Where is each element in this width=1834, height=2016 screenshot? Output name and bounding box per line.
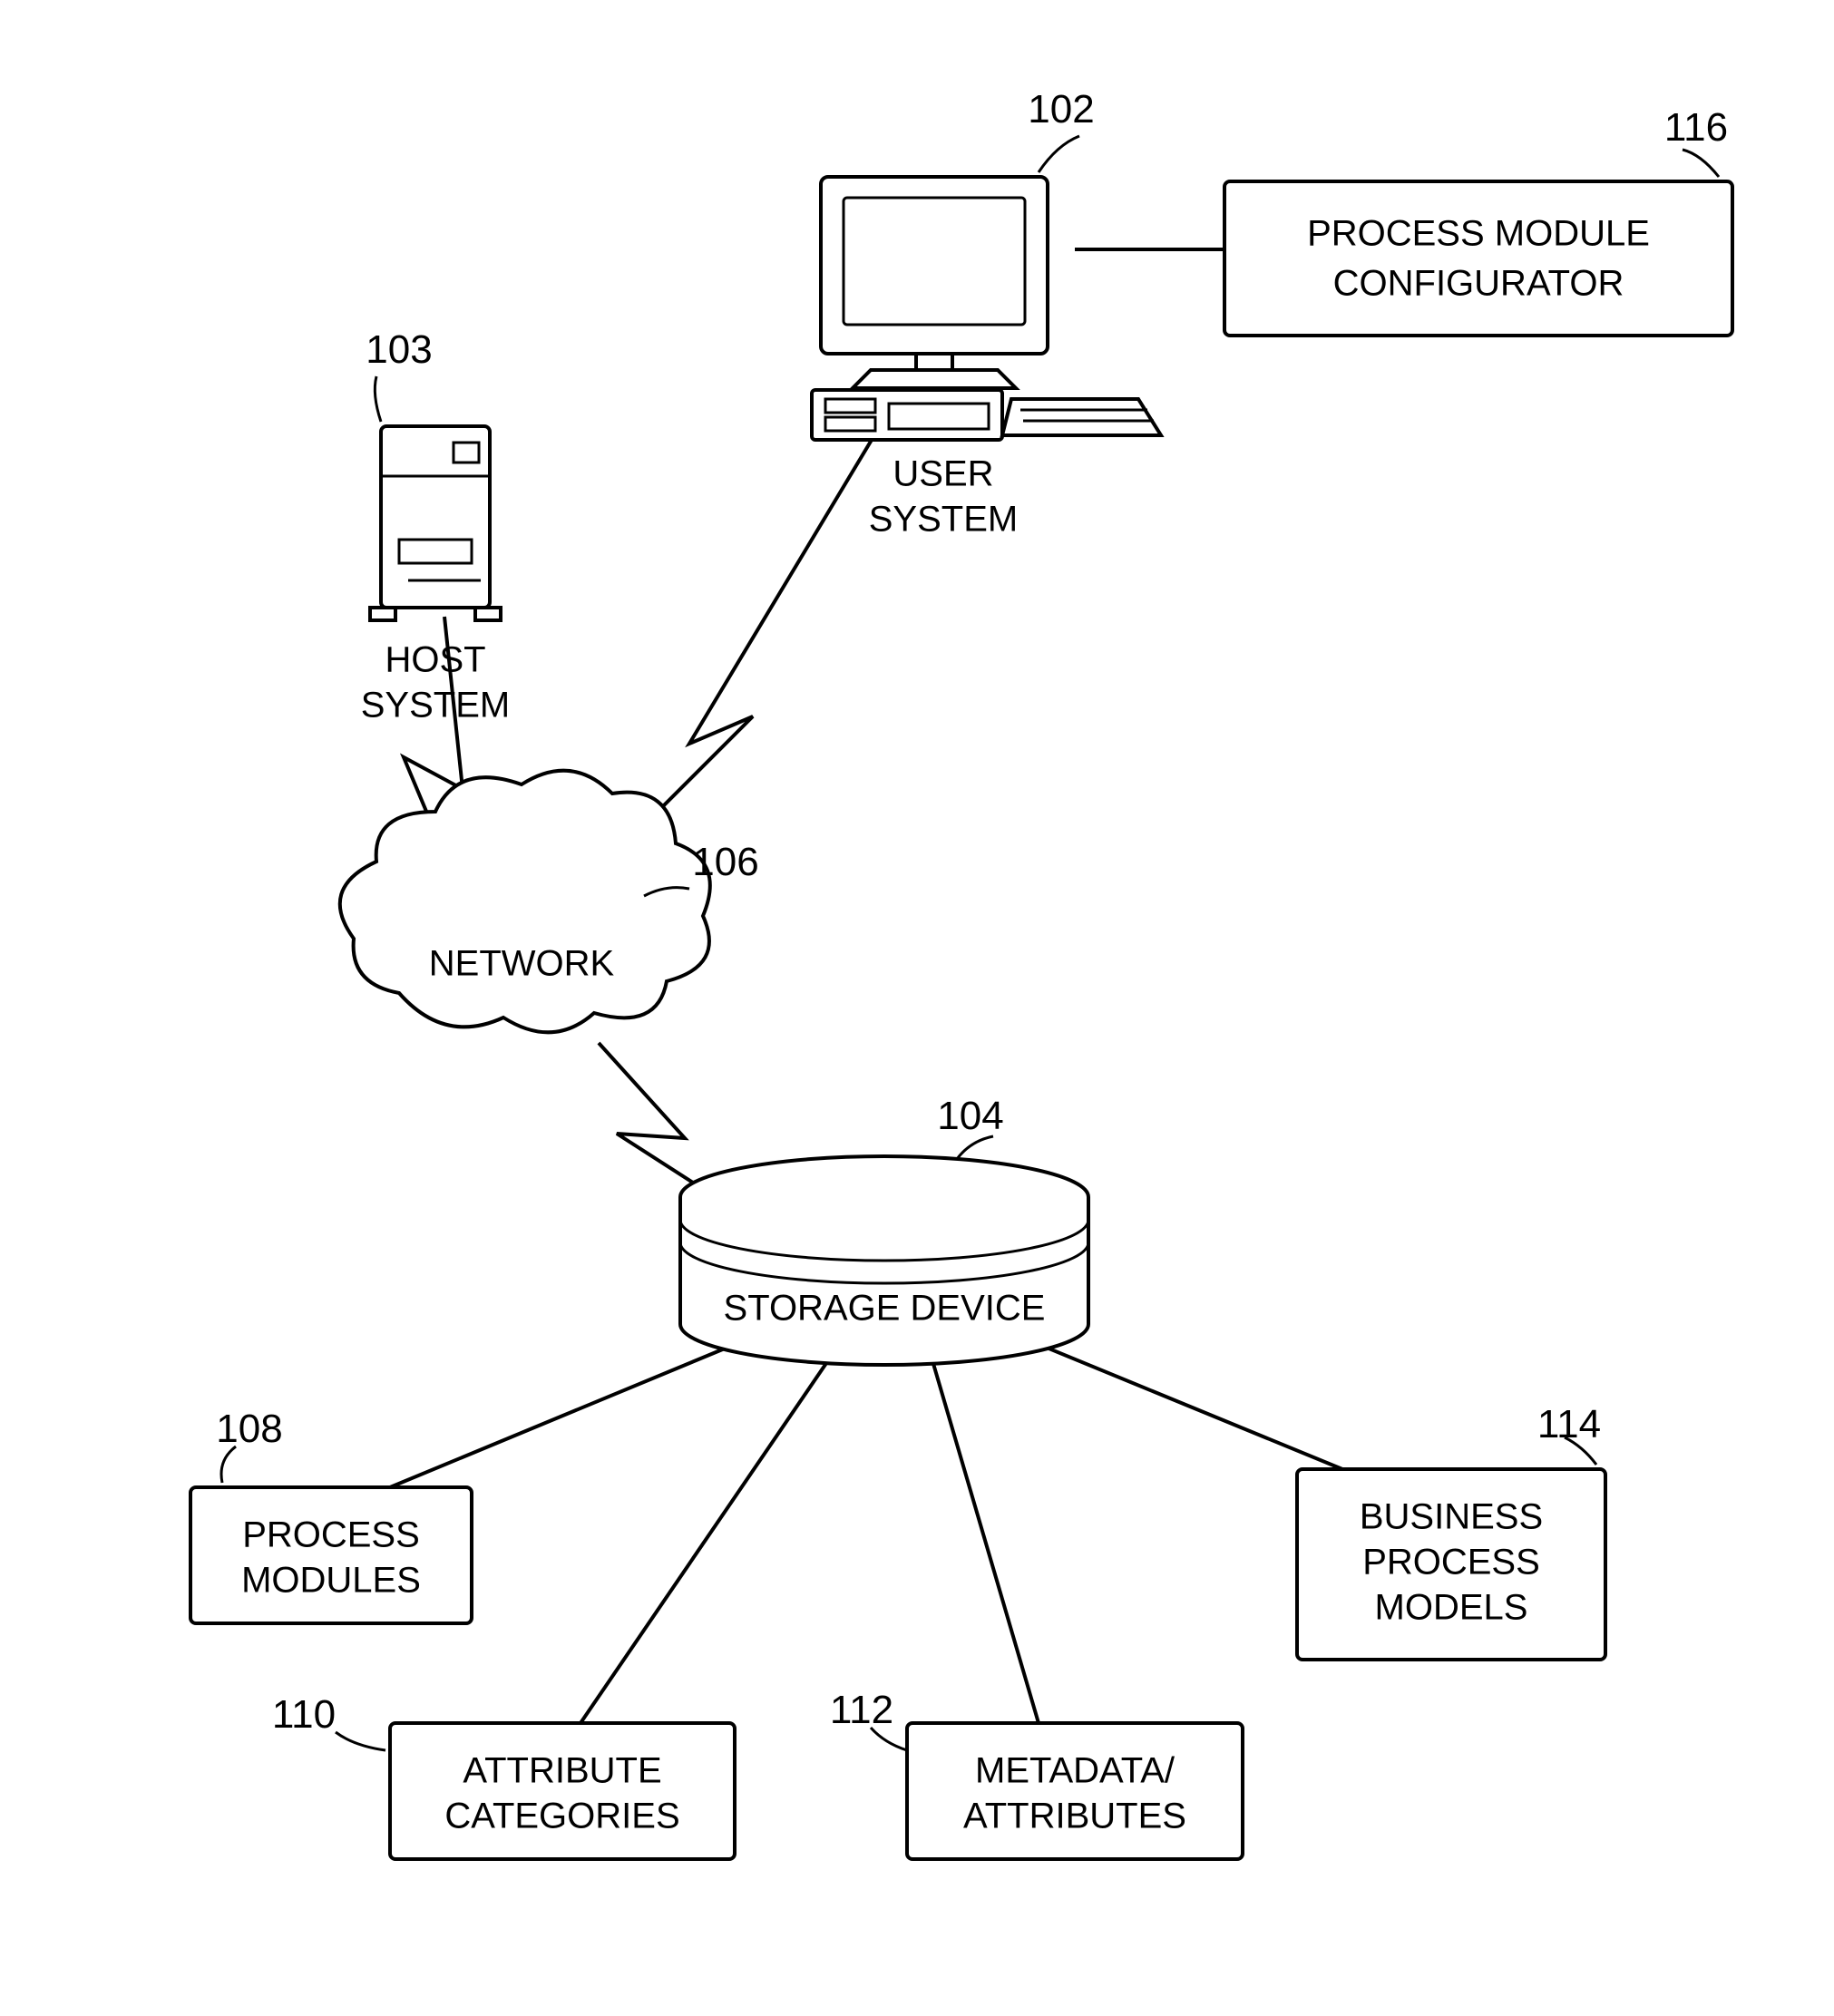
host-system-node: HOST SYSTEM 103 (361, 327, 510, 726)
business-models-node: BUSINESS PROCESS MODELS 114 (1297, 1402, 1605, 1660)
business-models-label3: MODELS (1375, 1588, 1528, 1628)
business-models-ref: 114 (1537, 1402, 1601, 1446)
system-diagram: PROCESS MODULE CONFIGURATOR 116 USER SYS… (0, 0, 1834, 2016)
edge-storage-to-business-models (1011, 1333, 1342, 1469)
metadata-attributes-label2: ATTRIBUTES (963, 1797, 1186, 1836)
process-modules-ref: 108 (216, 1407, 282, 1451)
host-system-ref: 103 (366, 327, 432, 372)
attribute-categories-label2: CATEGORIES (444, 1797, 679, 1836)
metadata-attributes-ref: 112 (830, 1688, 893, 1732)
configurator-label-line1: PROCESS MODULE (1307, 214, 1650, 254)
edge-storage-to-metadata-attributes (930, 1351, 1039, 1723)
user-system-label-line2: SYSTEM (869, 500, 1018, 540)
edge-storage-to-process-modules (390, 1333, 762, 1487)
configurator-label-line2: CONFIGURATOR (1333, 264, 1624, 304)
business-models-label2: PROCESS (1362, 1543, 1540, 1583)
user-system-node: USER SYSTEM 102 (812, 87, 1161, 540)
attribute-categories-node: ATTRIBUTE CATEGORIES 110 (272, 1692, 735, 1859)
configurator-node: PROCESS MODULE CONFIGURATOR 116 (1224, 105, 1732, 336)
host-system-label-line1: HOST (385, 640, 485, 680)
user-system-label-line1: USER (893, 454, 993, 494)
attribute-categories-ref: 110 (272, 1692, 336, 1737)
storage-label: STORAGE DEVICE (724, 1289, 1046, 1329)
process-modules-label1: PROCESS (242, 1515, 420, 1555)
process-modules-node: PROCESS MODULES 108 (190, 1407, 472, 1623)
attribute-categories-label1: ATTRIBUTE (463, 1751, 661, 1791)
edge-storage-to-attribute-categories (580, 1351, 834, 1723)
storage-ref: 104 (937, 1094, 1003, 1138)
network-node: NETWORK 106 (340, 771, 759, 1033)
network-ref: 106 (692, 840, 758, 884)
user-system-ref: 102 (1028, 87, 1094, 131)
process-modules-label2: MODULES (241, 1561, 421, 1601)
configurator-ref: 116 (1664, 105, 1728, 150)
storage-node: STORAGE DEVICE 104 (680, 1094, 1088, 1365)
host-system-label-line2: SYSTEM (361, 686, 510, 726)
network-label: NETWORK (429, 944, 615, 984)
business-models-label1: BUSINESS (1360, 1497, 1543, 1537)
metadata-attributes-label1: METADATA/ (975, 1751, 1176, 1791)
